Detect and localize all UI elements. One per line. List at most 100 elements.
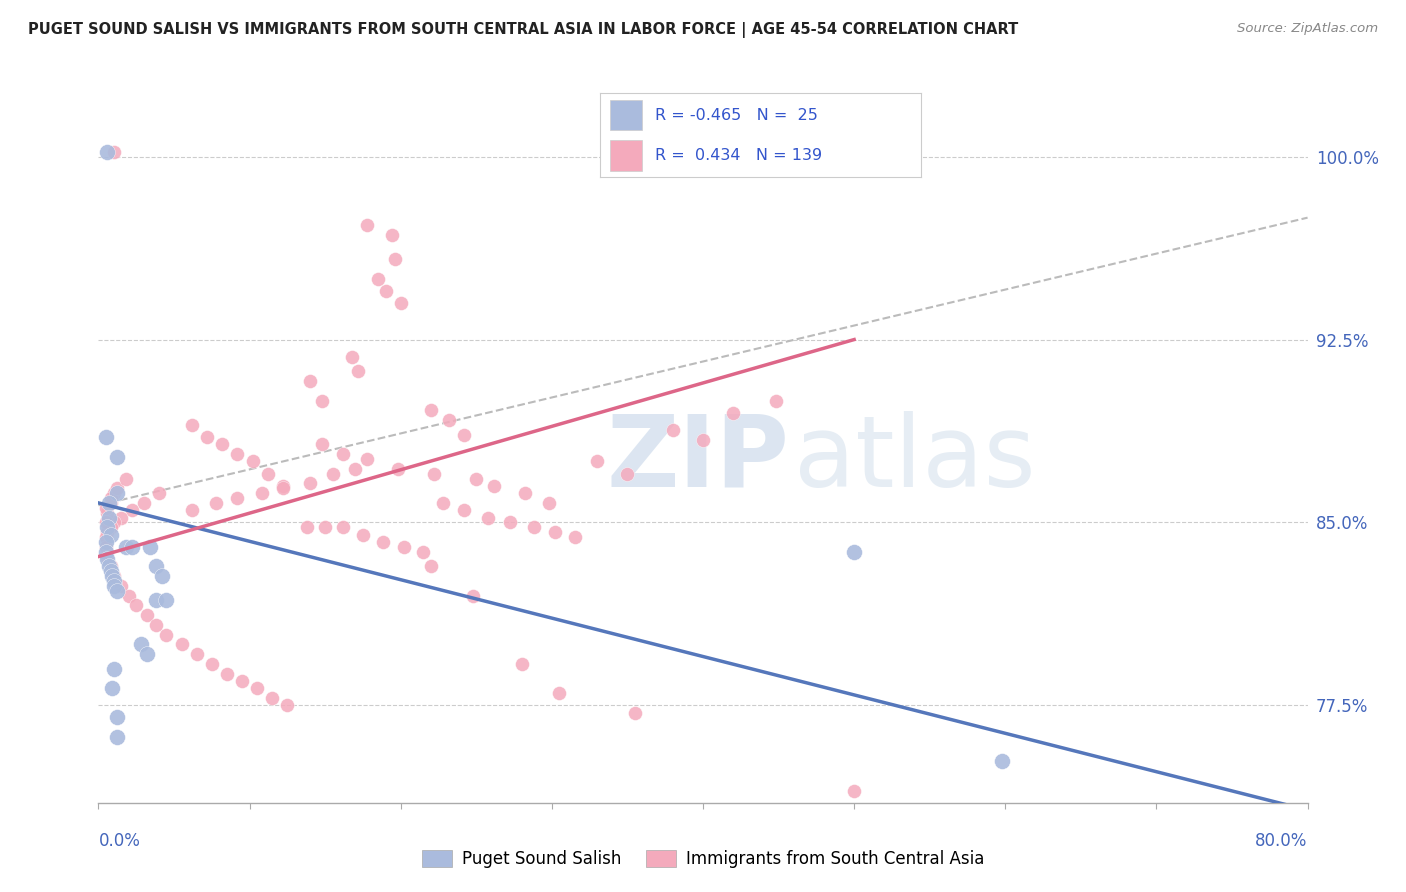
Point xyxy=(498,516,520,530)
Point xyxy=(105,450,128,464)
Text: ZIP: ZIP xyxy=(606,410,789,508)
Point xyxy=(311,393,333,408)
Point xyxy=(423,467,446,481)
Point xyxy=(118,589,141,603)
Point xyxy=(135,647,157,661)
Point xyxy=(145,593,167,607)
Point xyxy=(692,433,714,447)
Point xyxy=(94,500,117,515)
Point xyxy=(211,437,233,451)
Point xyxy=(110,510,132,524)
Point xyxy=(155,627,177,641)
Point xyxy=(271,481,294,495)
Point xyxy=(523,520,546,534)
Point xyxy=(94,540,117,554)
Point xyxy=(723,406,745,420)
Point xyxy=(103,574,125,588)
Point xyxy=(148,486,170,500)
Point xyxy=(181,417,204,432)
Point xyxy=(96,525,118,540)
Point xyxy=(662,423,685,437)
Point xyxy=(322,467,344,481)
Point xyxy=(110,579,132,593)
Point xyxy=(186,647,208,661)
Point xyxy=(332,447,354,461)
Point xyxy=(226,491,249,505)
Point xyxy=(381,227,404,242)
Point xyxy=(100,520,122,534)
Text: PUGET SOUND SALISH VS IMMIGRANTS FROM SOUTH CENTRAL ASIA IN LABOR FORCE | AGE 45: PUGET SOUND SALISH VS IMMIGRANTS FROM SO… xyxy=(28,22,1018,38)
Point xyxy=(105,486,128,500)
Point xyxy=(299,374,322,388)
Point xyxy=(132,496,155,510)
Point xyxy=(314,520,336,534)
Point xyxy=(121,540,143,554)
Point xyxy=(342,350,364,364)
Point xyxy=(96,549,118,564)
Point xyxy=(844,544,866,558)
Point xyxy=(484,479,506,493)
Point xyxy=(564,530,586,544)
Point xyxy=(195,430,218,444)
Point xyxy=(98,496,121,510)
Point xyxy=(103,145,125,159)
Point xyxy=(226,447,249,461)
Point xyxy=(105,730,128,744)
Point xyxy=(101,569,124,583)
Point xyxy=(94,530,117,544)
Point xyxy=(389,296,412,310)
Point xyxy=(367,271,389,285)
Point xyxy=(215,666,238,681)
Point xyxy=(844,783,866,797)
Point xyxy=(94,544,117,558)
Point xyxy=(94,516,117,530)
Point xyxy=(548,686,571,700)
Point xyxy=(352,527,374,541)
Point xyxy=(537,496,560,510)
Point xyxy=(129,637,152,651)
Point xyxy=(420,559,443,574)
Legend: Puget Sound Salish, Immigrants from South Central Asia: Puget Sound Salish, Immigrants from Sout… xyxy=(415,843,991,875)
Point xyxy=(94,430,117,444)
Point xyxy=(374,284,396,298)
Point xyxy=(276,698,298,713)
Point xyxy=(101,681,124,696)
Point xyxy=(437,413,460,427)
Point xyxy=(105,583,128,598)
Point xyxy=(114,471,136,485)
Point xyxy=(371,535,394,549)
Point xyxy=(100,496,122,510)
Point xyxy=(616,467,638,481)
Point xyxy=(624,706,647,720)
Point xyxy=(271,479,294,493)
Point xyxy=(392,540,415,554)
Point xyxy=(181,503,204,517)
Point xyxy=(231,673,253,688)
Point xyxy=(94,535,117,549)
Point xyxy=(135,608,157,623)
Point xyxy=(96,520,118,534)
Point xyxy=(103,579,125,593)
Point xyxy=(103,516,125,530)
Point xyxy=(246,681,269,696)
Point xyxy=(477,510,499,524)
Point xyxy=(100,564,122,578)
Point xyxy=(513,486,536,500)
Point xyxy=(586,454,609,468)
Point xyxy=(100,491,122,505)
Point xyxy=(256,467,278,481)
Point xyxy=(299,476,322,491)
Text: Source: ZipAtlas.com: Source: ZipAtlas.com xyxy=(1237,22,1378,36)
Text: atlas: atlas xyxy=(793,410,1035,508)
Point xyxy=(100,527,122,541)
Point xyxy=(96,145,118,159)
Point xyxy=(114,540,136,554)
Point xyxy=(311,437,333,451)
Text: 80.0%: 80.0% xyxy=(1256,832,1308,850)
Point xyxy=(125,599,148,613)
Point xyxy=(105,481,128,495)
Point xyxy=(544,525,567,540)
Point xyxy=(420,403,443,417)
Point xyxy=(170,637,193,651)
Point xyxy=(105,710,128,724)
